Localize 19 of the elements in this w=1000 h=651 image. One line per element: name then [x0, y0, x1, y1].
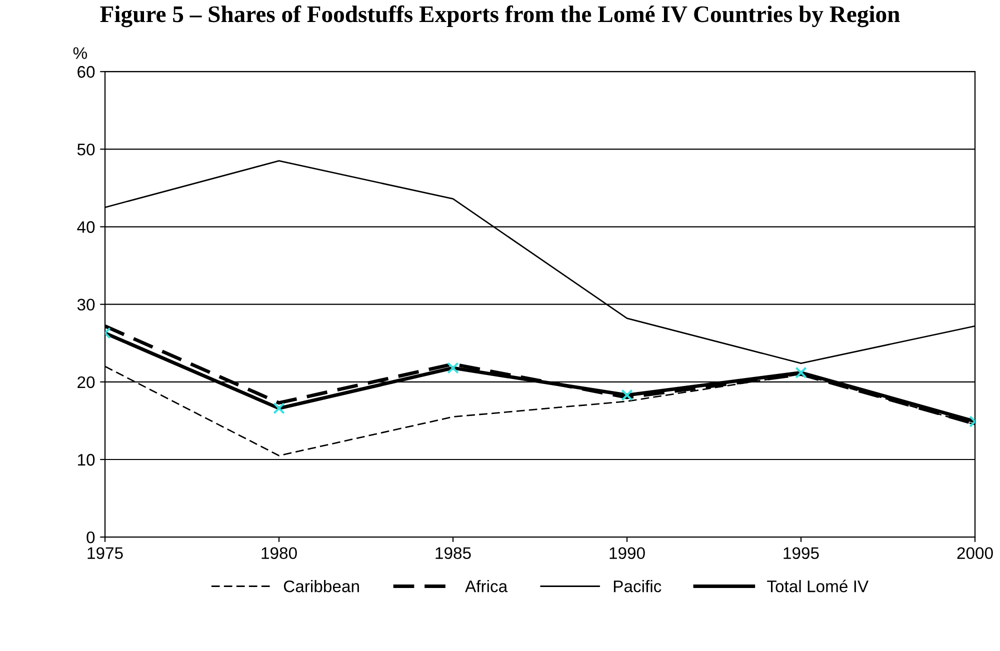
- y-tick-label: 10: [78, 454, 95, 466]
- y-tick-label: 50: [77, 144, 95, 156]
- y-tick-label: 30: [77, 298, 95, 311]
- x-tick-label: 1990: [610, 547, 645, 560]
- y-axis-title: %: [73, 47, 88, 59]
- chart-title: Figure 5 – Shares of Foodstuffs Exports from the Lomé IV Countries by Region: [100, 5, 900, 28]
- x-tick-label: 1985: [436, 547, 471, 560]
- legend-label: Africa: [465, 580, 508, 592]
- legend-label: Caribbean: [284, 580, 359, 592]
- y-tick-label: 60: [78, 66, 95, 78]
- x-tick-label: 1975: [88, 547, 123, 560]
- x-tick-label: 1980: [262, 547, 297, 560]
- legend-label: Total Lomé IV: [767, 580, 869, 592]
- y-tick-label: 40: [77, 221, 95, 233]
- x-tick-label: 1995: [784, 547, 819, 560]
- y-tick-label: 20: [78, 376, 95, 388]
- x-tick-label: 2000: [957, 547, 993, 560]
- legend-label: Pacific: [614, 580, 662, 592]
- y-tick-label: 0: [86, 531, 95, 544]
